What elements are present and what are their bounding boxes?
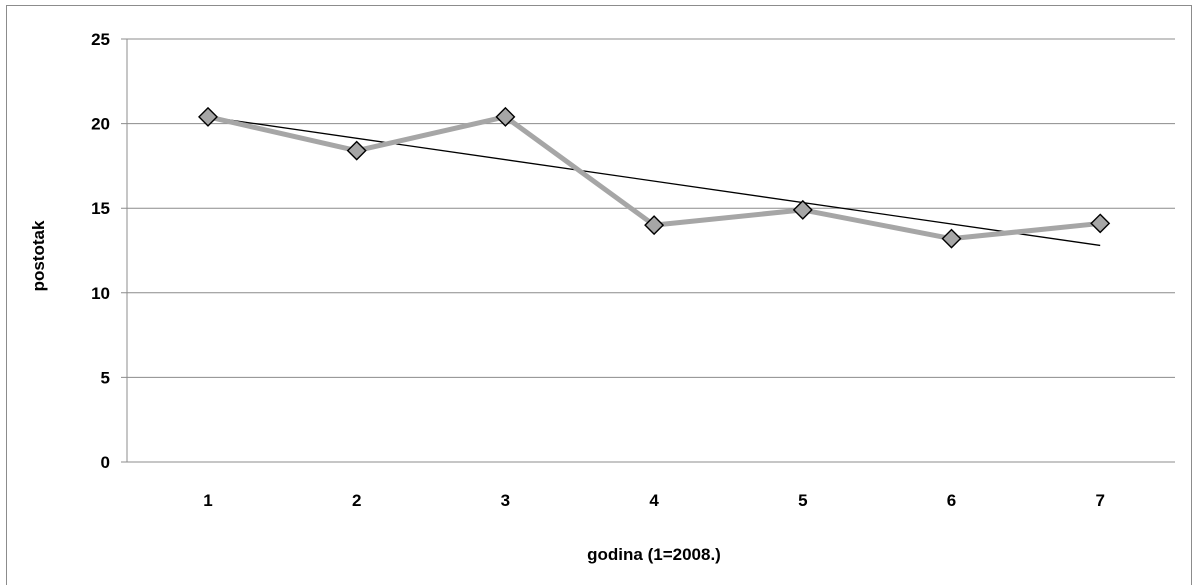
y-tick-label: 0 — [101, 453, 110, 472]
data-point-marker — [198, 106, 218, 127]
x-axis-title: godina (1=2008.) — [587, 545, 721, 564]
data-point-marker — [1090, 213, 1111, 234]
trendline — [207, 116, 1101, 247]
data-point-marker — [495, 106, 516, 127]
y-tick-label: 25 — [91, 30, 110, 49]
tick-labels: 0 5 10 15 20 25 1 2 3 4 5 6 7 — [91, 30, 1105, 510]
axes — [121, 39, 1175, 463]
data-point-marker — [792, 199, 813, 220]
series-layer — [198, 106, 1111, 249]
x-tick-label: 5 — [798, 491, 807, 510]
x-tick-label: 1 — [203, 491, 212, 510]
chart-frame — [6, 5, 1192, 585]
x-tick-label: 7 — [1095, 491, 1104, 510]
y-tick-label: 10 — [91, 284, 110, 303]
y-tick-label: 20 — [91, 115, 110, 134]
x-tick-label: 3 — [501, 491, 510, 510]
data-point-marker — [346, 140, 367, 161]
y-tick-label: 5 — [101, 368, 110, 387]
y-axis-title: postotak — [29, 220, 48, 291]
x-tick-label: 4 — [649, 491, 659, 510]
data-point-marker — [941, 228, 962, 249]
x-tick-label: 6 — [947, 491, 956, 510]
y-tick-label: 15 — [91, 199, 110, 218]
data-point-marker — [644, 215, 665, 236]
gridlines — [121, 38, 1175, 378]
trendline-layer — [207, 116, 1101, 247]
x-tick-label: 2 — [352, 491, 361, 510]
